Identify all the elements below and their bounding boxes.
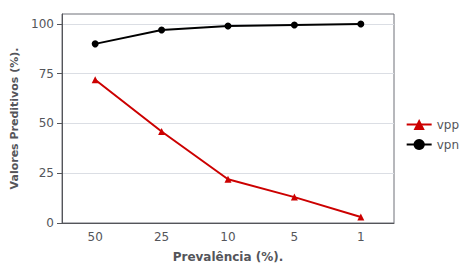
svg-text:10: 10 [220,230,235,244]
svg-text:50: 50 [88,230,103,244]
svg-text:0: 0 [46,216,54,230]
svg-text:25: 25 [154,230,169,244]
svg-text:vpn: vpn [437,138,459,152]
svg-text:1: 1 [357,230,365,244]
svg-text:Prevalência (%).: Prevalência (%). [173,250,284,264]
svg-text:50: 50 [39,116,54,130]
svg-text:Valores Preditivos (%).: Valores Preditivos (%). [8,48,21,190]
svg-text:75: 75 [39,67,54,81]
svg-text:5: 5 [291,230,299,244]
svg-text:25: 25 [39,166,54,180]
svg-text:100: 100 [31,17,54,31]
svg-text:vpp: vpp [437,118,459,132]
